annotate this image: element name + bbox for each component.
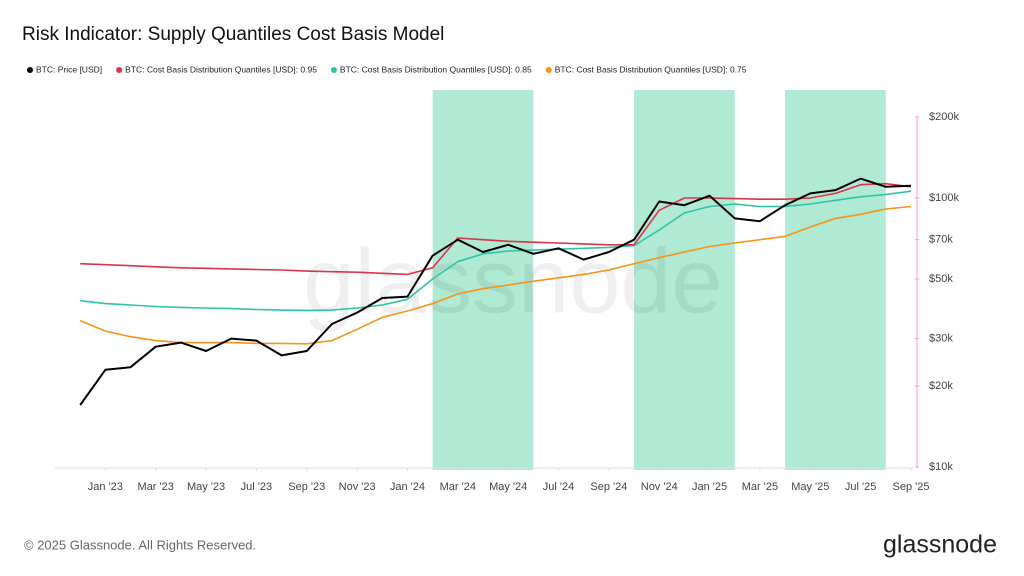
series-line — [80, 182, 912, 276]
legend-swatch — [27, 67, 33, 73]
y-tick-label: $200k — [929, 111, 959, 123]
brand-logo: glassnode — [883, 531, 997, 559]
x-tick-label: Jul '23 — [241, 481, 272, 493]
legend-swatch — [330, 67, 337, 73]
x-tick-label: Nov '24 — [641, 481, 678, 493]
shaded-range — [634, 90, 735, 470]
x-tick-label: Mar '23 — [138, 481, 174, 493]
x-tick-label: May '25 — [791, 481, 829, 493]
x-tick-label: Jul '24 — [543, 481, 574, 493]
footer: © 2025 Glassnode. All Rights Reserved. — [24, 537, 256, 552]
shaded-range — [785, 90, 886, 470]
x-tick-label: Mar '24 — [440, 481, 476, 493]
legend-label: BTC: Cost Basis Distribution Quantiles [… — [555, 64, 747, 74]
x-tick-label: Jan '25 — [692, 481, 727, 493]
series-line — [80, 190, 912, 312]
legend-swatch — [545, 67, 552, 73]
series-line — [79, 177, 912, 406]
x-tick-label: Nov '23 — [339, 481, 376, 493]
x-tick-label: Sep '25 — [893, 481, 930, 493]
y-tick-label: $50k — [929, 273, 953, 285]
y-tick-label: $30k — [929, 333, 953, 345]
x-tick-label: Jan '23 — [88, 481, 123, 493]
y-tick-label: $70k — [929, 234, 953, 246]
chart-title: Risk Indicator: Supply Quantiles Cost Ba… — [22, 24, 444, 45]
legend-label: BTC: Cost Basis Distribution Quantiles [… — [125, 64, 317, 74]
x-tick-label: Mar '25 — [742, 481, 778, 493]
shaded-range — [432, 90, 534, 470]
legend-label: BTC: Price [USD] — [36, 64, 102, 74]
y-tick-label: $10k — [929, 461, 953, 473]
x-tick-label: May '23 — [187, 481, 225, 493]
x-tick-label: Sep '24 — [590, 481, 627, 493]
series-line — [79, 205, 912, 345]
legend-label: BTC: Cost Basis Distribution Quantiles [… — [340, 64, 532, 74]
x-tick-label: May '24 — [489, 481, 527, 493]
legend-swatch — [116, 67, 123, 73]
y-tick-label: $100k — [929, 192, 959, 204]
x-tick-label: Jan '24 — [390, 481, 425, 493]
x-tick-label: Sep '23 — [288, 481, 325, 493]
x-tick-label: Jul '25 — [845, 481, 876, 493]
y-tick-label: $20k — [929, 380, 953, 392]
